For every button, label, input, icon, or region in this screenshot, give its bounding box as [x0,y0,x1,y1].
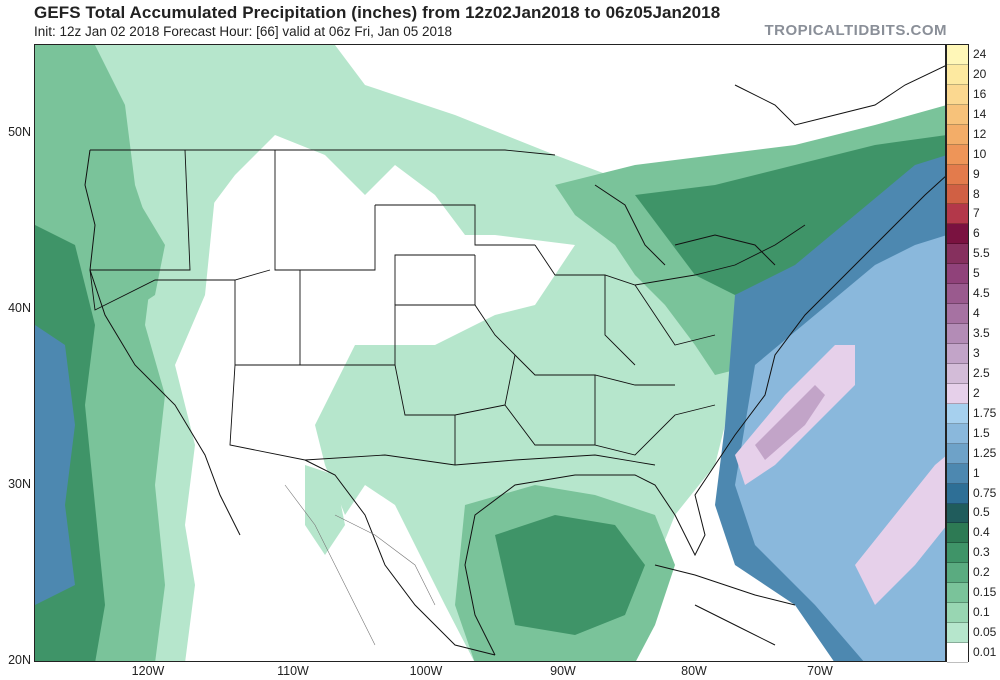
legend-label: 3 [973,346,980,360]
legend-swatch [947,304,968,325]
legend-label: 0.01 [973,645,997,660]
legend-swatch [947,623,968,644]
legend-swatch [947,144,968,165]
lat-label-50n: 50N [8,125,31,139]
legend-swatch [947,224,968,245]
legend-swatch [947,483,968,504]
legend-swatch [947,643,968,663]
map-title: GEFS Total Accumulated Precipitation (in… [34,3,721,22]
legend-label: 5 [973,266,980,281]
legend-swatch [947,583,968,604]
legend-label: 1 [973,465,980,480]
legend-label: 0.05 [973,625,997,640]
legend-swatch [947,383,968,404]
lon-label-120w: 120W [131,664,165,678]
legend-swatch [947,124,968,145]
legend-label: 1.5 [973,425,990,440]
legend-swatch [947,463,968,484]
legend-swatch [947,363,968,384]
lon-label-80w: 80W [681,664,707,678]
legend-swatch [947,104,968,125]
legend-label: 4.5 [973,286,990,301]
legend-label: 7 [973,206,980,221]
legend-label: 16 [973,86,987,101]
legend-swatch [947,443,968,464]
legend-label: 24 [973,46,987,61]
brand-watermark: TROPICALTIDBITS.COM [764,22,947,39]
legend-swatch [947,284,968,305]
precipitation-map [34,44,946,662]
legend-swatch [947,64,968,85]
lon-label-110w: 110W [277,664,309,678]
legend-label: 8 [973,186,980,201]
legend-label: 10 [973,146,987,161]
legend-swatch [947,523,968,544]
lat-label-40n: 40N [8,301,31,315]
coastline [84,65,945,656]
state-borders [89,149,806,466]
legend-label: 0.2 [973,565,990,580]
legend-label: 12 [973,126,987,141]
legend-swatch [947,403,968,424]
legend-label: 5.5 [973,246,990,261]
legend-label: 0.75 [973,485,997,500]
legend-label: 0.15 [973,585,997,600]
legend-label: 14 [973,106,987,121]
legend-swatch [947,563,968,584]
legend-swatch [947,344,968,364]
mexico-borders [284,484,436,646]
color-legend [946,44,969,663]
legend-label: 3.5 [973,326,990,341]
legend-label: 20 [973,66,987,81]
legend-label: 0.5 [973,505,990,520]
legend-swatch [947,603,968,624]
legend-label: 4 [973,306,980,321]
legend-swatch [947,204,968,225]
legend-swatch [947,244,968,265]
legend-swatch [947,423,968,444]
legend-swatch [947,45,968,65]
map-canvas [35,45,945,661]
legend-label: 2.5 [973,365,990,380]
legend-label: 9 [973,166,980,181]
lat-label-20n: 20N [8,653,31,667]
legend-label: 0.1 [973,605,990,620]
lon-label-90w: 90W [550,664,576,678]
legend-swatch [947,264,968,285]
legend-swatch [947,543,968,564]
map-subtitle: Init: 12z Jan 02 2018 Forecast Hour: [66… [34,24,452,39]
legend-label: 1.75 [973,405,997,420]
legend-label: 1.25 [973,445,997,460]
legend-swatch [947,503,968,524]
precip-mauve [755,385,825,460]
legend-swatch [947,184,968,205]
lat-label-30n: 30N [8,477,31,491]
legend-swatch [947,84,968,105]
legend-label: 6 [973,226,980,241]
legend-label: 0.4 [973,525,990,540]
legend-swatch [947,164,968,185]
legend-label: 0.3 [973,545,990,560]
lon-label-100w: 100W [409,664,443,678]
lon-label-70w: 70W [807,664,833,678]
legend-label: 2 [973,385,980,400]
legend-swatch [947,324,968,345]
